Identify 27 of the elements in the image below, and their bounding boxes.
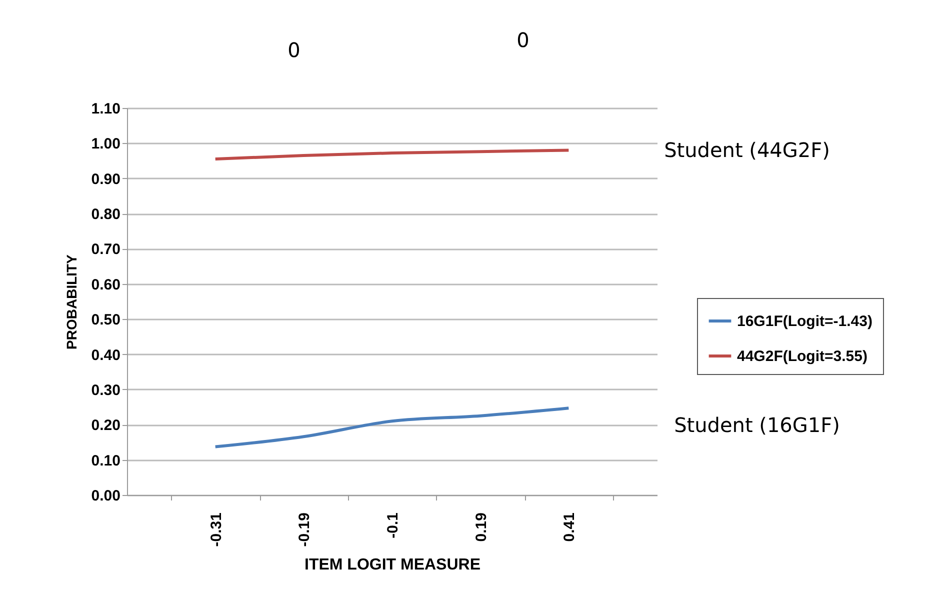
legend-label: 44G2F(Logit=3.55) [737,348,868,365]
y-tick-label: 0.00 [91,488,120,504]
y-tick-label: 0.30 [91,382,120,399]
legend-label: 16G1F(Logit=-1.43) [737,313,872,330]
x-axis-title: ITEM LOGIT MEASURE [304,556,481,574]
line-series [214,406,570,448]
y-tick-label: 0.70 [91,241,120,258]
y-tick-label: 1.00 [91,136,120,153]
y-tick-label: 0.10 [91,452,120,470]
text: 0 [288,38,300,62]
y-tick-label: 0.60 [91,276,120,294]
text: Student (44G2F) [664,138,830,162]
y-tick-label: 1.10 [91,100,120,118]
x-tick-label: 0.19 [472,512,490,542]
x-tick-label: -0.1 [384,512,402,538]
text: Student (16G1F) [674,413,840,437]
y-axis-title: PROBABILITY [63,254,80,350]
y-tick-label: 0.20 [91,417,120,434]
x-tick-label: 0.41 [561,512,578,542]
line-series [214,148,570,161]
x-tick-label: -0.31 [208,512,225,547]
y-tick-label: 0.80 [91,206,120,224]
y-tick-label: 0.50 [91,312,120,329]
text: 0 [516,28,530,52]
y-tick-label: 0.40 [91,346,120,364]
y-tick-label: 0.90 [91,170,120,188]
x-tick-label: -0.19 [296,512,314,547]
